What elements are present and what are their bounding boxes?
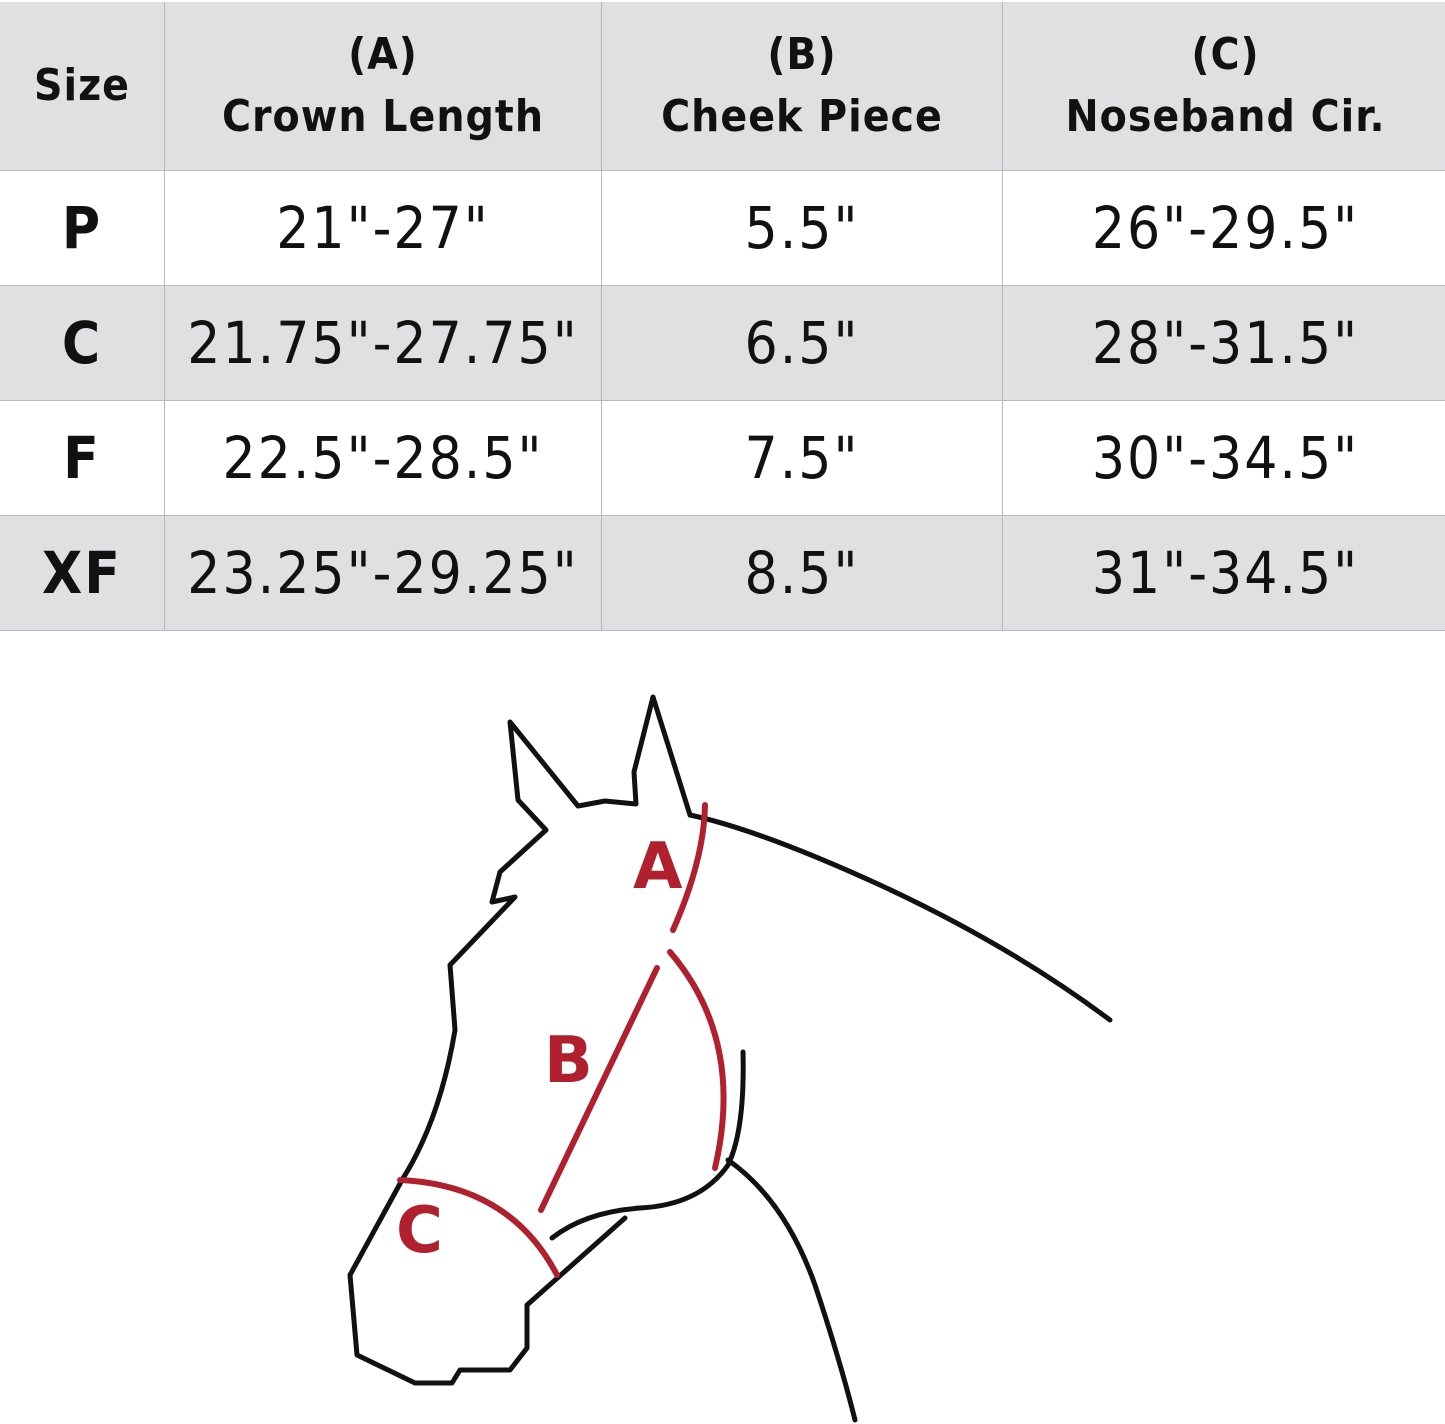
noseband-cell: 26"-29.5" <box>1002 170 1445 286</box>
size-cell: XF <box>0 515 165 631</box>
measure-c-noseband <box>397 1177 560 1278</box>
cheek-cell: 6.5" <box>601 285 1003 401</box>
noseband-cell: 30"-34.5" <box>1002 400 1445 516</box>
crown-cell: 22.5"-28.5" <box>164 400 602 516</box>
table-row: XF 23.25"-29.25" 8.5" 31"-34.5" <box>0 515 1445 631</box>
size-cell: F <box>0 400 165 516</box>
noseband-cell: 28"-31.5" <box>1002 285 1445 401</box>
table-row: F 22.5"-28.5" 7.5" 30"-34.5" <box>0 400 1445 516</box>
crown-cell: 23.25"-29.25" <box>164 515 602 631</box>
header-row: Size (A) Crown Length (B) Cheek Piece (C) N… <box>0 2 1445 171</box>
header-cheek-piece: (B) Cheek Piece <box>601 2 1003 171</box>
table-row: P 21"-27" 5.5" 26"-29.5" <box>0 170 1445 286</box>
horse-neck-front <box>725 1157 858 1423</box>
horse-jaw-outline <box>549 1049 746 1241</box>
table-row: C 21.75"-27.75" 6.5" 28"-31.5" <box>0 285 1445 401</box>
horse-neck-top <box>687 812 1113 1023</box>
cheek-cell: 5.5" <box>601 170 1003 286</box>
measure-b-cheek <box>538 965 660 1213</box>
measure-throat <box>667 949 727 1171</box>
label-c: C <box>396 1194 443 1268</box>
label-b: B <box>544 1024 593 1098</box>
size-chart-table: Size (A) Crown Length (B) Cheek Piece (C) N… <box>0 2 1445 631</box>
header-size: Size <box>0 2 165 171</box>
size-cell: C <box>0 285 165 401</box>
label-a: A <box>633 830 683 904</box>
header-crown-length: (A) Crown Length <box>164 2 602 171</box>
noseband-cell: 31"-34.5" <box>1002 515 1445 631</box>
cheek-cell: 8.5" <box>601 515 1003 631</box>
size-cell: P <box>0 170 165 286</box>
cheek-cell: 7.5" <box>601 400 1003 516</box>
crown-cell: 21.75"-27.75" <box>164 285 602 401</box>
crown-cell: 21"-27" <box>164 170 602 286</box>
horse-head-outline <box>347 694 693 1386</box>
measure-a-crown <box>670 802 708 933</box>
